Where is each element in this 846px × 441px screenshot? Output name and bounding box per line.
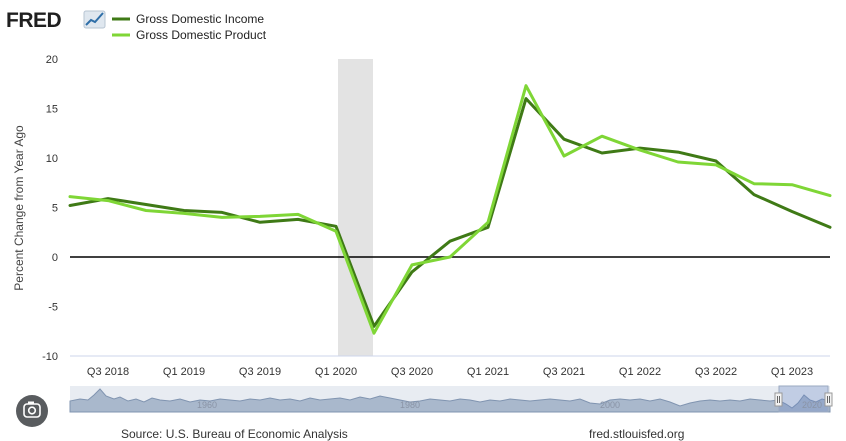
fred-logo-graph-icon	[83, 10, 106, 29]
fred-logo-text: FRED	[6, 9, 62, 32]
fred-logo[interactable]: FRED	[6, 9, 106, 32]
y-tick-label: 10	[46, 153, 58, 165]
navigator-year-label: 1980	[400, 400, 420, 410]
y-tick-label: 0	[52, 252, 58, 264]
navigator-year-label: 2020	[802, 400, 822, 410]
navigator-year-labels: 1960 1980 2000 2020	[197, 400, 822, 410]
navigator-handle-left[interactable]	[774, 392, 783, 407]
y-axis-ticks: 20 15 10 5 0 -5 -10	[42, 54, 58, 363]
series-layer	[68, 84, 832, 335]
plot-area: 20 15 10 5 0 -5 -10 Q3 2018 Q1 2019 Q3 2019 Q1 20…	[42, 54, 832, 378]
x-tick-label: Q1 2022	[619, 366, 661, 378]
legend: Gross Domestic Income Gross Domestic Pro…	[112, 12, 267, 42]
x-tick-label: Q3 2021	[543, 366, 585, 378]
camera-lens-icon	[23, 401, 41, 418]
navigator-year-label: 2000	[600, 400, 620, 410]
x-tick-label: Q1 2023	[771, 366, 813, 378]
navigator-handle-right[interactable]	[824, 392, 833, 407]
lens-search-button[interactable]	[16, 395, 48, 427]
x-tick-label: Q3 2018	[87, 366, 129, 378]
x-tick-label: Q3 2019	[239, 366, 281, 378]
y-axis-title: Percent Change from Year Ago	[12, 125, 26, 291]
website-link[interactable]: fred.stlouisfed.org	[589, 427, 684, 441]
y-tick-label: 5	[52, 203, 58, 215]
y-tick-label: -5	[48, 302, 58, 314]
series-line-gdi[interactable]	[68, 97, 832, 328]
x-axis-ticks: Q3 2018 Q1 2019 Q3 2019 Q1 2020 Q3 2020 Q1 20…	[87, 366, 813, 378]
y-tick-label: -10	[42, 351, 58, 363]
navigator-year-label: 1960	[197, 400, 217, 410]
legend-label-gdi: Gross Domestic Income	[136, 12, 264, 26]
x-tick-label: Q1 2020	[315, 366, 357, 378]
x-tick-label: Q3 2020	[391, 366, 433, 378]
x-tick-label: Q1 2019	[163, 366, 205, 378]
legend-label-gdp: Gross Domestic Product	[136, 28, 267, 42]
x-tick-label: Q1 2021	[467, 366, 509, 378]
source-note: Source: U.S. Bureau of Economic Analysis	[121, 427, 348, 441]
y-tick-label: 15	[46, 104, 58, 116]
navigator-series-area	[69, 388, 831, 413]
navigator[interactable]: 1960 1980 2000 2020	[69, 385, 833, 413]
x-tick-label: Q3 2022	[695, 366, 737, 378]
y-tick-label: 20	[46, 54, 58, 66]
series-line-gdp[interactable]	[68, 84, 832, 335]
